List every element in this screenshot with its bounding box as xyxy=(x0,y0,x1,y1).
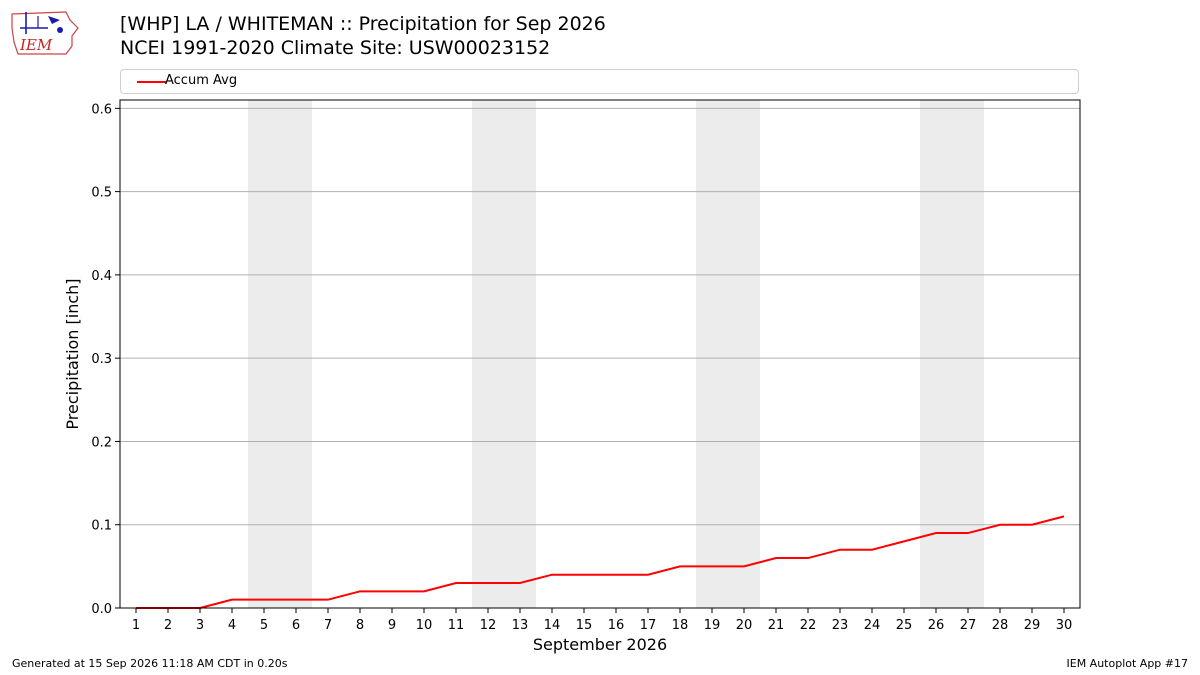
iowa-map-icon: IEM xyxy=(11,11,79,55)
x-tick-label: 12 xyxy=(480,618,497,633)
chart-title: [WHP] LA / WHITEMAN :: Precipitation for… xyxy=(120,12,606,60)
x-tick-label: 30 xyxy=(1056,618,1073,633)
x-tick-label: 18 xyxy=(672,618,689,633)
y-tick-label: 0.4 xyxy=(91,269,112,284)
app-label: IEM Autoplot App #17 xyxy=(1066,657,1189,670)
y-tick-label: 0.2 xyxy=(91,435,112,450)
series-line-accum-avg xyxy=(136,515,1065,609)
x-tick-label: 9 xyxy=(388,618,396,633)
x-tick-label: 28 xyxy=(992,618,1009,633)
legend-swatch-accum-avg xyxy=(137,81,167,83)
x-tick-label: 15 xyxy=(576,618,593,633)
x-axis-label: September 2026 xyxy=(533,635,667,654)
x-tick-label: 7 xyxy=(324,618,332,633)
weekend-band xyxy=(472,100,536,608)
legend-label-accum-avg: Accum Avg xyxy=(165,73,238,88)
x-tick-label: 27 xyxy=(960,618,977,633)
x-tick-label: 29 xyxy=(1024,618,1041,633)
logo-text: IEM xyxy=(19,36,53,54)
x-tick-label: 4 xyxy=(228,618,236,633)
x-tick-label: 16 xyxy=(608,618,625,633)
x-tick-label: 5 xyxy=(260,618,268,633)
x-tick-label: 20 xyxy=(736,618,753,633)
y-tick-label: 0.5 xyxy=(91,186,112,201)
x-tick-label: 23 xyxy=(832,618,849,633)
x-tick-label: 8 xyxy=(356,618,364,633)
x-tick-label: 3 xyxy=(196,618,204,633)
weekend-band xyxy=(248,100,312,608)
y-tick-label: 0.0 xyxy=(91,602,112,617)
title-line-2: NCEI 1991-2020 Climate Site: USW00023152 xyxy=(120,37,551,59)
x-tick-label: 11 xyxy=(448,618,465,633)
x-tick-label: 10 xyxy=(416,618,433,633)
x-tick-label: 19 xyxy=(704,618,721,633)
x-tick-label: 21 xyxy=(768,618,785,633)
x-tick-label: 17 xyxy=(640,618,657,633)
x-tick-label: 24 xyxy=(864,618,881,633)
x-tick-label: 1 xyxy=(132,618,140,633)
weekend-band xyxy=(696,100,760,608)
y-tick-label: 0.3 xyxy=(91,352,112,367)
x-tick-label: 14 xyxy=(544,618,561,633)
x-tick-label: 13 xyxy=(512,618,529,633)
legend: Accum Avg xyxy=(120,69,1079,94)
generated-timestamp: Generated at 15 Sep 2026 11:18 AM CDT in… xyxy=(12,657,288,670)
x-tick-label: 25 xyxy=(896,618,913,633)
title-line-1: [WHP] LA / WHITEMAN :: Precipitation for… xyxy=(120,13,606,35)
plot-frame xyxy=(119,99,1081,609)
y-tick-label: 0.1 xyxy=(91,519,112,534)
x-tick-label: 26 xyxy=(928,618,945,633)
weekend-band xyxy=(920,100,984,608)
x-tick-label: 6 xyxy=(292,618,300,633)
x-tick-label: 22 xyxy=(800,618,817,633)
y-axis-label: Precipitation [inch] xyxy=(63,278,82,429)
x-tick-label: 2 xyxy=(164,618,172,633)
y-tick-label: 0.6 xyxy=(91,102,112,117)
iem-logo: IEM xyxy=(8,6,80,58)
